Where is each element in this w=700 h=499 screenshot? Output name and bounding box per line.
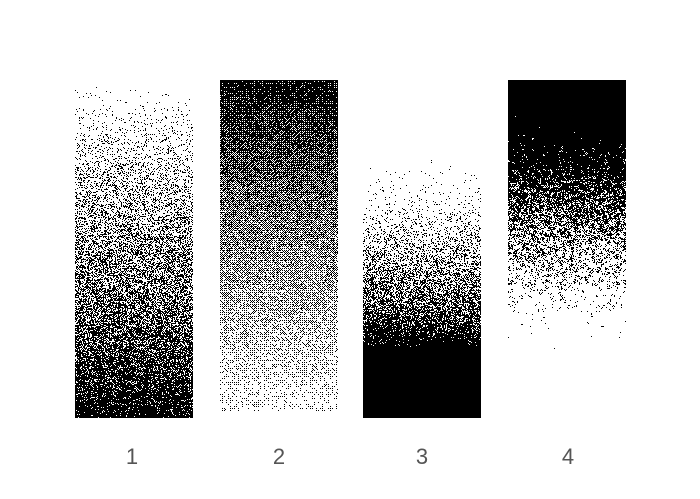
dither-panel-4: [508, 80, 626, 416]
dither-panel-3: [363, 158, 481, 418]
panel-label-4: 4: [561, 444, 575, 469]
dither-panel-1: [75, 86, 193, 418]
panel-label-2: 2: [272, 444, 286, 469]
panel-label-3: 3: [415, 444, 429, 469]
panel-label-1: 1: [125, 444, 139, 469]
dither-panel-2: [220, 80, 338, 412]
